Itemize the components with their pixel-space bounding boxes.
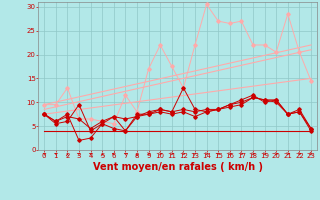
X-axis label: Vent moyen/en rafales ( km/h ): Vent moyen/en rafales ( km/h ) — [92, 162, 263, 172]
